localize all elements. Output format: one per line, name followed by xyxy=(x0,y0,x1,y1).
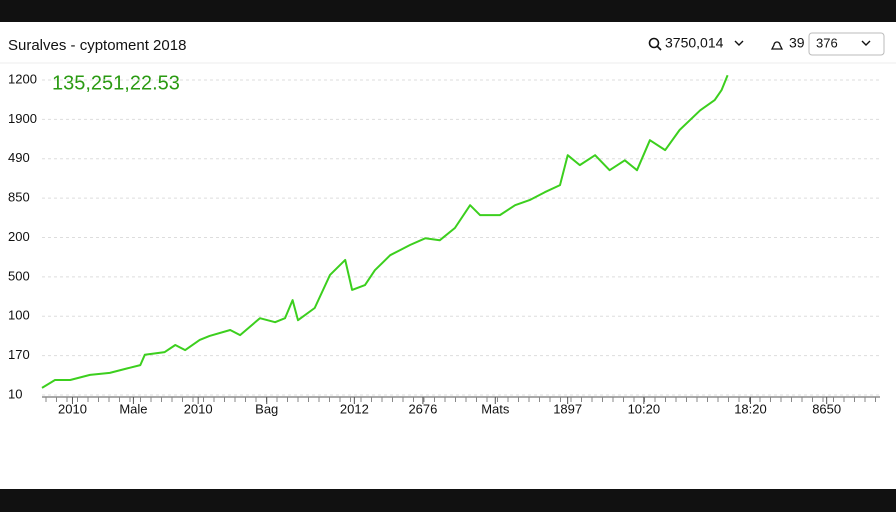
y-tick-label: 490 xyxy=(8,150,30,165)
dropdown-arrow xyxy=(861,40,871,46)
x-tick-label: 2010 xyxy=(58,401,87,416)
count-text: 39 xyxy=(789,35,805,51)
x-tick-label: 18:20 xyxy=(734,401,767,416)
x-tick-label: Male xyxy=(119,401,147,416)
search-text: 3750,014 xyxy=(665,35,724,51)
y-tick-label: 850 xyxy=(8,190,30,205)
y-tick-label: 10 xyxy=(8,386,22,401)
y-tick-label: 1900 xyxy=(8,111,37,126)
x-tick-label: 8650 xyxy=(812,401,841,416)
y-tick-label: 1200 xyxy=(8,71,37,86)
x-tick-label: 1897 xyxy=(553,401,582,416)
bottom-bar xyxy=(0,489,896,512)
y-tick-label: 500 xyxy=(8,268,30,283)
count[interactable]: 39 xyxy=(770,35,805,51)
dropdown-arrow xyxy=(734,40,744,46)
top-bar xyxy=(0,0,896,22)
x-tick-label: Mats xyxy=(481,401,510,416)
y-tick-label: 100 xyxy=(8,308,30,323)
x-tick-label: 2676 xyxy=(408,401,437,416)
search[interactable]: 3750,014 xyxy=(648,35,744,51)
price-annotation: 135,251,22.53 xyxy=(52,72,180,94)
search-icon xyxy=(648,37,660,49)
title: Suralves - cyptoment 2018 xyxy=(8,37,186,54)
price-line xyxy=(41,74,729,389)
user-icon xyxy=(770,41,784,50)
input-box[interactable] xyxy=(808,32,885,56)
y-tick-label: 200 xyxy=(8,229,30,244)
x-tick-label: Bag xyxy=(255,401,278,416)
search-icon xyxy=(656,45,662,51)
x-tick-label: 2012 xyxy=(340,401,369,416)
x-tick-label: 10:20 xyxy=(628,401,661,416)
y-tick-label: 170 xyxy=(8,347,30,362)
x-tick-label: 2010 xyxy=(184,401,213,416)
input-text: 376 xyxy=(816,35,838,50)
